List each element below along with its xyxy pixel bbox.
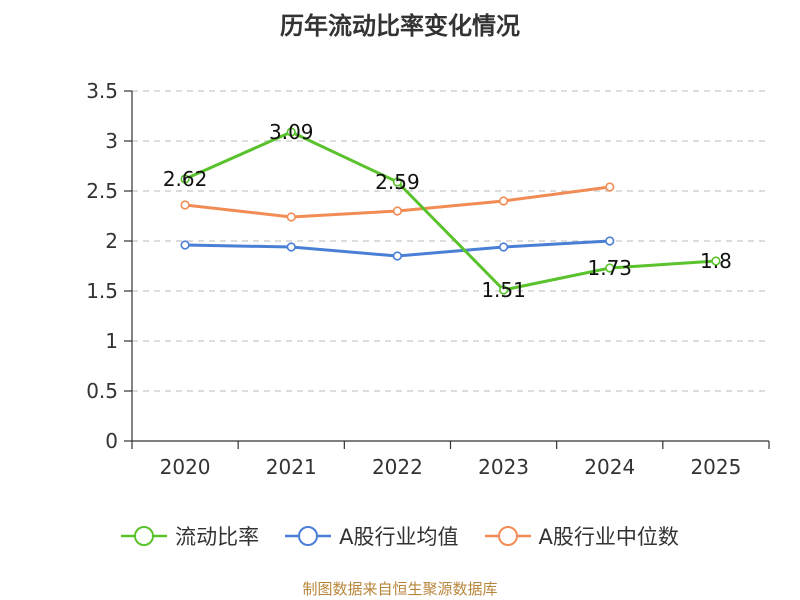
legend-item[interactable]: 流动比率 (121, 521, 259, 551)
data-label: 1.51 (481, 278, 526, 302)
axes: 0 0.5 1 1.5 2 2.5 3 3.5 2020 2021 2022 2023 2024 2025 (86, 79, 770, 479)
y-tick-label: 3 (105, 129, 118, 153)
y-tick-label: 0 (105, 429, 118, 453)
legend: 流动比率 A股行业均值 A股行业中位数 (0, 518, 800, 554)
legend-item[interactable]: A股行业均值 (285, 521, 459, 551)
x-tick-label: 2023 (478, 455, 529, 479)
data-point (286, 212, 296, 222)
grid-lines (132, 90, 769, 392)
data-label: 2.62 (163, 167, 208, 191)
data-point (392, 177, 403, 187)
data-label: 2.59 (375, 170, 420, 194)
legend-label: 流动比率 (175, 525, 260, 549)
series-lines (180, 127, 721, 295)
y-tick-label: 0.5 (86, 379, 118, 403)
data-point (392, 251, 403, 261)
data-label: 1.8 (700, 249, 732, 273)
legend-swatch-icon (121, 526, 168, 546)
x-tick-label: 2021 (266, 455, 317, 479)
data-point (498, 242, 509, 252)
x-tick-label: 2022 (372, 455, 423, 479)
legend-swatch-marker (134, 526, 155, 546)
data-point (180, 174, 190, 184)
y-tick-label: 2.5 (86, 179, 118, 203)
legend-swatch-marker (298, 526, 319, 546)
data-point (180, 200, 190, 210)
data-label: 3.09 (269, 120, 314, 144)
y-tick-label: 1.5 (86, 279, 118, 303)
data-point (605, 236, 615, 246)
data-point (180, 240, 190, 250)
data-point (392, 206, 403, 216)
y-tick-label: 2 (105, 229, 118, 253)
y-tick-label: 1 (105, 329, 118, 353)
x-tick-label: 2024 (584, 455, 635, 479)
source-note: 制图数据来自恒生聚源数据库 (302, 580, 498, 598)
legend-swatch-icon (285, 526, 332, 546)
legend-label: A股行业均值 (339, 525, 459, 549)
data-point (286, 242, 296, 252)
x-tick-label: 2025 (690, 455, 741, 479)
data-label: 1.73 (587, 256, 632, 280)
data-point (498, 285, 509, 295)
data-labels: 2.62 3.09 2.59 1.51 1.73 1.8 (163, 120, 732, 302)
x-tick-label: 2020 (160, 455, 211, 479)
chart-title: 历年流动比率变化情况 (280, 12, 520, 40)
legend-swatch-marker (497, 526, 518, 546)
data-point (711, 256, 721, 266)
data-point (605, 182, 615, 192)
series-line (183, 130, 718, 292)
legend-item[interactable]: A股行业中位数 (484, 521, 679, 551)
data-point (286, 127, 296, 137)
legend-label: A股行业中位数 (538, 525, 679, 549)
y-tick-label: 3.5 (86, 79, 118, 103)
legend-swatch-icon (484, 526, 531, 546)
data-point (498, 196, 509, 206)
data-point (605, 263, 615, 273)
